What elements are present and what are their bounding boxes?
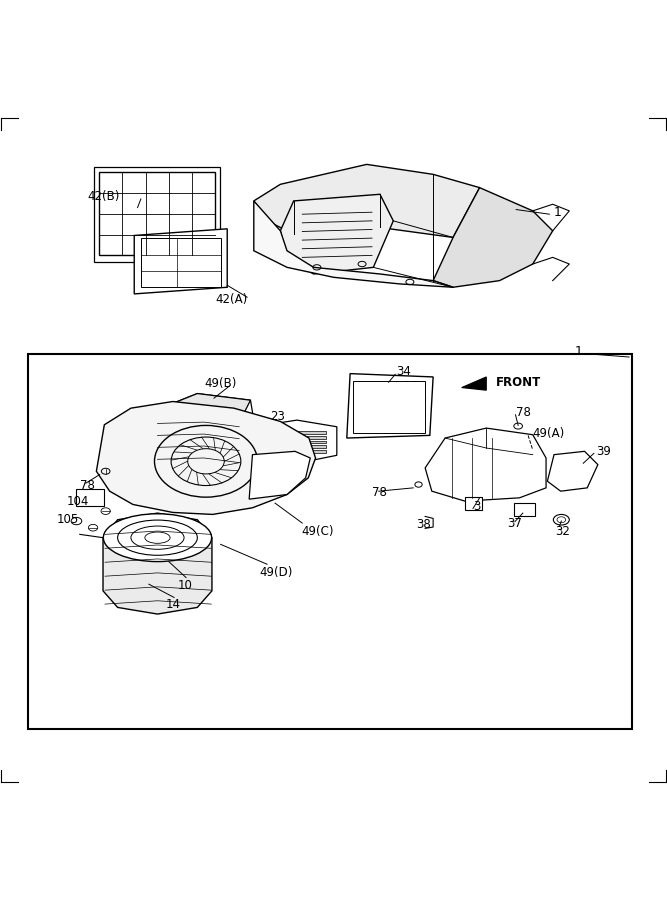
Text: 49(B): 49(B) — [204, 377, 236, 390]
Bar — [514, 503, 536, 517]
Text: 38: 38 — [416, 518, 432, 531]
Text: 78: 78 — [80, 479, 95, 491]
Text: 42(B): 42(B) — [88, 190, 120, 203]
Bar — [354, 381, 425, 433]
Ellipse shape — [554, 515, 570, 525]
Bar — [260, 431, 325, 434]
Bar — [260, 436, 325, 438]
Text: 105: 105 — [57, 513, 79, 526]
Polygon shape — [96, 401, 315, 515]
Polygon shape — [347, 374, 433, 438]
Text: 78: 78 — [372, 486, 387, 499]
Bar — [77, 490, 104, 507]
Bar — [260, 450, 325, 453]
Polygon shape — [164, 393, 251, 419]
Bar — [141, 238, 221, 287]
Ellipse shape — [101, 508, 110, 515]
Bar — [99, 173, 215, 256]
Text: 34: 34 — [397, 365, 412, 378]
Text: 23: 23 — [270, 410, 285, 423]
Polygon shape — [249, 451, 310, 500]
Text: 3: 3 — [473, 500, 480, 513]
Polygon shape — [134, 229, 227, 294]
Polygon shape — [146, 393, 253, 468]
Polygon shape — [433, 187, 553, 287]
Bar — [94, 167, 220, 262]
Bar — [28, 354, 632, 729]
Bar — [465, 497, 482, 509]
Text: FRONT: FRONT — [496, 376, 542, 390]
Polygon shape — [103, 513, 212, 614]
Text: 104: 104 — [67, 495, 89, 508]
Text: 49(D): 49(D) — [259, 566, 293, 580]
Text: 1: 1 — [554, 206, 562, 220]
Polygon shape — [253, 165, 480, 238]
Ellipse shape — [89, 525, 97, 531]
Polygon shape — [548, 451, 598, 491]
Bar — [260, 441, 325, 444]
Text: 32: 32 — [555, 525, 570, 537]
Text: 42(A): 42(A) — [215, 293, 247, 306]
Text: 49(A): 49(A) — [533, 427, 565, 440]
Polygon shape — [253, 201, 453, 287]
Text: 39: 39 — [596, 446, 611, 458]
Text: 14: 14 — [166, 598, 181, 610]
Text: 10: 10 — [177, 579, 192, 592]
Polygon shape — [425, 428, 546, 501]
Ellipse shape — [103, 514, 211, 562]
Polygon shape — [253, 420, 337, 464]
Text: 49(C): 49(C) — [301, 525, 334, 537]
Text: 37: 37 — [508, 517, 522, 529]
Polygon shape — [462, 377, 486, 391]
Text: 78: 78 — [516, 406, 531, 419]
Bar — [260, 446, 325, 448]
Polygon shape — [280, 194, 394, 274]
Text: 1: 1 — [575, 346, 582, 358]
